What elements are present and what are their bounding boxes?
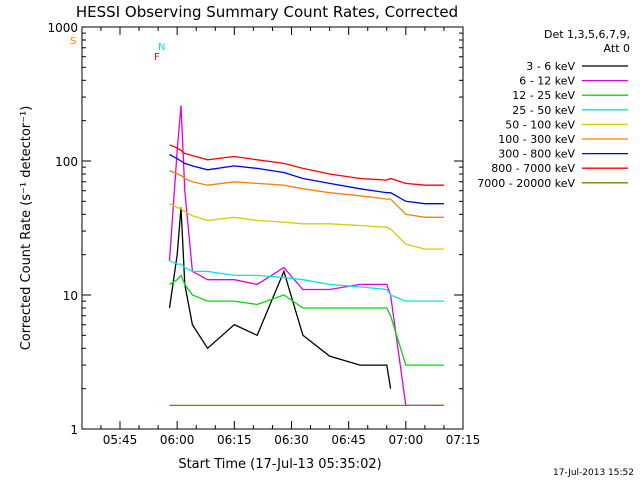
legend-label-4: 50 - 100 keV bbox=[505, 118, 575, 131]
series-line-5 bbox=[169, 169, 444, 218]
series-line-6 bbox=[169, 153, 444, 205]
series-line-1 bbox=[168, 105, 444, 407]
series-line-3 bbox=[169, 260, 444, 302]
x-tick-label: 06:45 bbox=[331, 433, 366, 447]
plot-frame bbox=[81, 26, 464, 430]
legend-label-6: 300 - 800 keV bbox=[498, 148, 575, 161]
series-line-2 bbox=[169, 274, 444, 366]
legend-label-2: 12 - 25 keV bbox=[512, 89, 575, 102]
y-axis-label: Corrected Count Rate (s⁻¹ detector⁻¹) bbox=[19, 106, 34, 351]
x-tick-label: 06:30 bbox=[274, 433, 309, 447]
x-tick-label: 07:15 bbox=[446, 433, 481, 447]
legend-label-8: 7000 - 20000 keV bbox=[477, 177, 575, 190]
flag-label-n: N bbox=[158, 42, 165, 53]
flag-label-s: S bbox=[70, 36, 76, 47]
y-tick-label: 1000 bbox=[47, 21, 78, 35]
series-line-0 bbox=[168, 207, 392, 389]
series-line-7 bbox=[169, 144, 444, 186]
legend-header-attenuator: Att 0 bbox=[604, 42, 630, 55]
y-tick-label: 1 bbox=[70, 423, 78, 437]
legend-label-1: 6 - 12 keV bbox=[519, 75, 575, 88]
x-tick-label: 06:00 bbox=[160, 433, 195, 447]
x-axis-label: Start Time (17-Jul-13 05:35:02) bbox=[178, 457, 381, 472]
y-tick-label: 10 bbox=[63, 289, 78, 303]
legend-label-0: 3 - 6 keV bbox=[526, 60, 575, 73]
legend-label-7: 800 - 7000 keV bbox=[491, 162, 575, 175]
plot-area bbox=[168, 105, 444, 407]
legend-header-detectors: Det 1,3,5,6,7,9, bbox=[544, 28, 630, 41]
legend: Det 1,3,5,6,7,9, Att 0 3 - 6 keV 6 - 12 k… bbox=[477, 28, 630, 190]
chart-title: HESSI Observing Summary Count Rates, Cor… bbox=[76, 3, 458, 21]
legend-label-5: 100 - 300 keV bbox=[498, 133, 575, 146]
x-tick-label: 07:00 bbox=[389, 433, 424, 447]
footer-date: 17-Jul-2013 15:52 bbox=[553, 468, 634, 478]
series-line-4 bbox=[169, 203, 444, 250]
flag-label-f: F bbox=[154, 52, 160, 63]
x-axis: 05:45 06:00 06:15 06:30 06:45 07:00 07:15 bbox=[100, 27, 481, 447]
y-axis: 1 10 100 1000 bbox=[47, 21, 463, 437]
x-tick-label: 06:15 bbox=[217, 433, 252, 447]
y-tick-label: 100 bbox=[55, 155, 78, 169]
x-tick-label: 05:45 bbox=[103, 433, 138, 447]
legend-label-3: 25 - 50 keV bbox=[512, 104, 575, 117]
